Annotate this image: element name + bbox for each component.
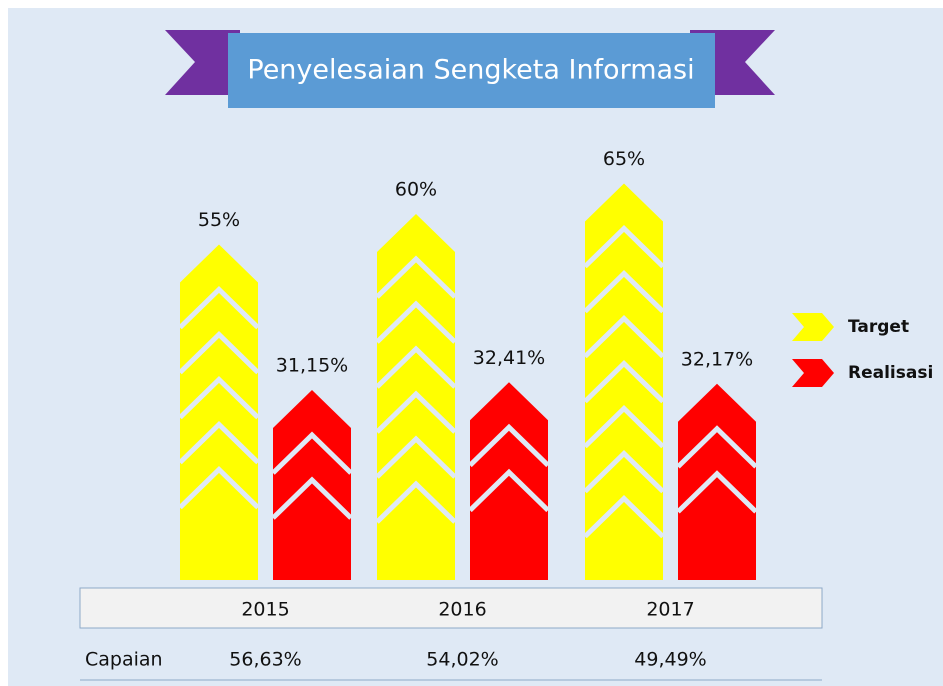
chevron-stripe xyxy=(375,255,457,299)
bar xyxy=(470,382,548,580)
chevron-stripe xyxy=(583,225,665,269)
x-tick-label: 2015 xyxy=(241,599,289,621)
chevron-stripe xyxy=(375,300,457,344)
capaian-value: 56,63% xyxy=(229,649,301,671)
ribbon-left xyxy=(165,30,240,95)
chevron-stripe xyxy=(178,376,260,420)
value-label: 31,15% xyxy=(276,354,348,376)
chevron-stripe xyxy=(271,476,353,520)
chevron-stripe xyxy=(583,270,665,314)
title-banner xyxy=(228,33,715,108)
bar xyxy=(273,389,351,580)
value-label: 60% xyxy=(395,179,437,201)
value-label: 65% xyxy=(603,148,645,170)
capaian-value: 49,49% xyxy=(634,649,706,671)
chevron-stripe xyxy=(583,495,665,539)
chevron-stripe xyxy=(375,390,457,434)
value-label: 32,41% xyxy=(473,347,545,369)
chevron-stripe xyxy=(583,360,665,404)
row-label: Capaian xyxy=(85,649,163,671)
value-label: 55% xyxy=(198,209,240,231)
chevron-stripe xyxy=(468,423,550,468)
chevron-stripe xyxy=(583,450,665,494)
value-label: 32,17% xyxy=(681,348,753,370)
chevron-stripe xyxy=(375,435,457,479)
bar xyxy=(180,244,258,580)
chevron-stripe xyxy=(676,425,758,469)
chevron-stripe xyxy=(178,331,260,375)
chevron-stripe xyxy=(178,286,260,330)
x-tick-label: 2016 xyxy=(438,599,486,621)
chevron-stripe xyxy=(178,466,260,510)
chevron-stripe xyxy=(583,315,665,359)
legend-swatch xyxy=(792,313,834,341)
chevron-stripe xyxy=(271,431,353,475)
legend-label: Realisasi xyxy=(848,363,933,383)
legend-label: Target xyxy=(848,317,909,337)
chevron-stripe xyxy=(375,345,457,389)
bar xyxy=(585,183,663,580)
category-box xyxy=(79,587,823,629)
x-tick-label: 2017 xyxy=(646,599,694,621)
capaian-value: 54,02% xyxy=(426,649,498,671)
chevron-stripe xyxy=(583,405,665,449)
legend-swatch xyxy=(792,359,834,387)
chevron-stripe xyxy=(676,470,758,514)
bar xyxy=(678,383,756,580)
chart-title: Penyelesaian Sengketa Informasi xyxy=(247,55,694,86)
chevron-stripe xyxy=(178,421,260,465)
chevron-stripe xyxy=(375,480,457,524)
chevron-stripe xyxy=(468,468,550,513)
